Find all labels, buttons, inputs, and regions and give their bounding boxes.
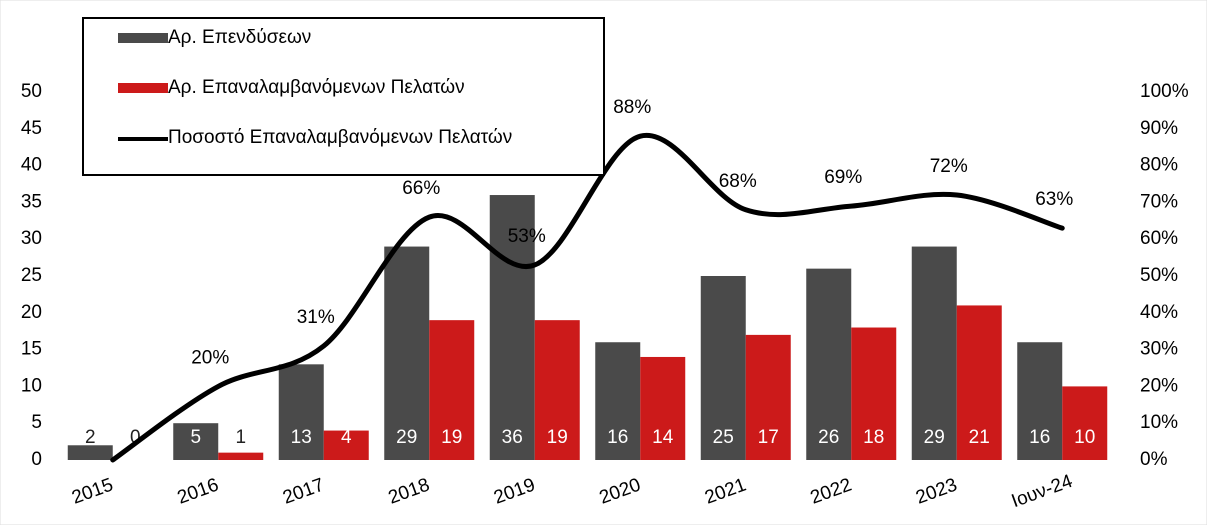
bar-label: 16 — [1029, 427, 1050, 448]
y-tick-label: 20 — [21, 302, 42, 323]
bar-label: 19 — [547, 427, 568, 448]
y-tick-label: 35 — [21, 191, 42, 212]
y2-tick-label: 30% — [1140, 339, 1178, 360]
y2-tick-label: 0% — [1140, 449, 1168, 470]
bar-label: 0 — [130, 427, 141, 448]
bar-label: 1 — [235, 427, 246, 448]
bar-label: 21 — [969, 427, 990, 448]
line-label: 88% — [613, 97, 651, 118]
y-tick-label: 30 — [21, 228, 42, 249]
y-tick-label: 25 — [21, 265, 42, 286]
bar-label: 18 — [863, 427, 884, 448]
bar — [534, 320, 580, 460]
y-tick-label: 45 — [21, 118, 42, 139]
bar — [1017, 342, 1063, 460]
bar-label: 14 — [652, 427, 674, 448]
legend-item: Αρ. Επαναλαμβανόμενων Πελατών — [118, 77, 548, 99]
y2-tick-label: 70% — [1140, 191, 1178, 212]
bar — [489, 195, 535, 461]
bar — [851, 327, 897, 460]
bar-label: 19 — [441, 427, 462, 448]
y-tick-label: 50 — [21, 81, 42, 102]
bar — [745, 334, 791, 460]
bar — [806, 268, 852, 460]
legend-label: Ποσοστό Επαναλαμβανόμενων Πελατών — [168, 127, 513, 148]
bar-label: 26 — [818, 427, 839, 448]
legend-item: Ποσοστό Επαναλαμβανόμενων Πελατών — [118, 127, 548, 149]
bar-label: 10 — [1074, 427, 1095, 448]
line-label: 53% — [508, 226, 546, 247]
bar — [595, 342, 641, 460]
bar — [956, 305, 1002, 460]
line-label: 63% — [1035, 189, 1073, 210]
legend-item: Αρ. Επενδύσεων — [118, 27, 548, 49]
y2-tick-label: 80% — [1140, 155, 1178, 176]
bar-label: 4 — [341, 427, 352, 448]
bar — [173, 423, 219, 460]
bar — [640, 356, 686, 460]
legend-label: Αρ. Επενδύσεων — [168, 27, 312, 48]
bar — [384, 246, 430, 460]
line-label: 69% — [824, 167, 862, 188]
bar-label: 13 — [291, 427, 312, 448]
y-tick-label: 5 — [31, 412, 42, 433]
bar — [323, 430, 369, 460]
bar-label: 5 — [190, 427, 201, 448]
bar — [700, 276, 746, 460]
line — [110, 132, 1065, 463]
bar-label: 29 — [396, 427, 417, 448]
y-tick-label: 10 — [21, 375, 42, 396]
bar-label: 16 — [607, 427, 628, 448]
y2-tick-label: 50% — [1140, 265, 1178, 286]
legend-swatch — [118, 83, 168, 93]
line-label: 20% — [191, 347, 229, 368]
bar-label: 29 — [924, 427, 945, 448]
legend-label: Αρ. Επαναλαμβανόμενων Πελατών — [168, 77, 465, 98]
line-label: 31% — [297, 307, 335, 328]
y2-tick-label: 100% — [1140, 81, 1189, 102]
y-tick-label: 0 — [31, 449, 42, 470]
bar — [67, 445, 113, 460]
y2-tick-label: 90% — [1140, 118, 1178, 139]
bar — [278, 364, 324, 460]
y2-tick-label: 20% — [1140, 375, 1178, 396]
line-label: 72% — [930, 156, 968, 177]
bar — [1062, 386, 1108, 460]
legend-swatch — [118, 137, 168, 141]
legend: Αρ. Επενδύσεων Αρ. Επαναλαμβανόμενων Πελα… — [82, 17, 605, 176]
line-label: 66% — [402, 178, 440, 199]
y2-tick-label: 10% — [1140, 412, 1178, 433]
bar — [911, 246, 957, 460]
y2-tick-label: 40% — [1140, 302, 1178, 323]
y-tick-label: 15 — [21, 339, 42, 360]
bar-label: 2 — [85, 427, 96, 448]
bar-label: 36 — [502, 427, 523, 448]
legend-swatch — [118, 33, 168, 43]
bar — [218, 452, 264, 460]
line-label: 68% — [719, 171, 757, 192]
bar-label: 17 — [758, 427, 779, 448]
y-tick-label: 40 — [21, 155, 42, 176]
bar — [429, 320, 475, 460]
y2-tick-label: 60% — [1140, 228, 1178, 249]
bar-label: 25 — [713, 427, 734, 448]
